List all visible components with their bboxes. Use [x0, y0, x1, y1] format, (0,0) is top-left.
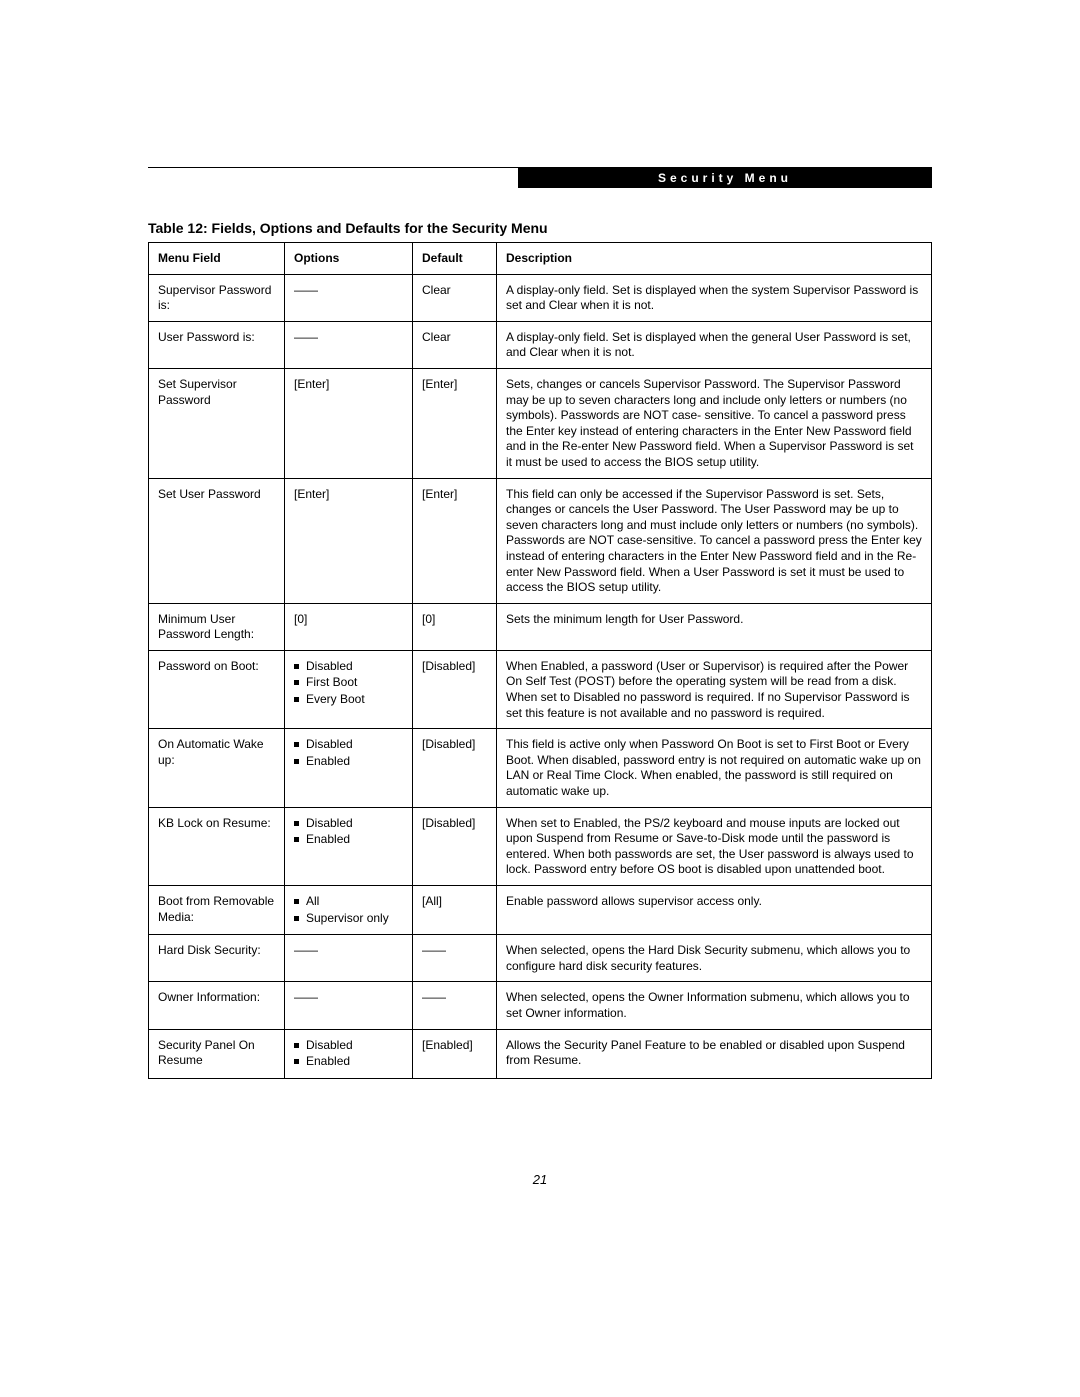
cell-options: [0] [285, 603, 413, 650]
table-row: Supervisor Password is: —— ClearA display-… [149, 274, 932, 321]
cell-default: —— [413, 935, 497, 982]
cell-options: DisabledEnabled [285, 1029, 413, 1078]
cell-description: A display-only field. Set is displayed w… [497, 274, 932, 321]
dash-icon: —— [294, 990, 318, 1004]
cell-default: [Disabled] [413, 807, 497, 885]
cell-description: When set to Enabled, the PS/2 keyboard a… [497, 807, 932, 885]
cell-options: DisabledEnabled [285, 807, 413, 885]
table-row: Minimum User Password Length:[0][0]Sets … [149, 603, 932, 650]
page-number: 21 [0, 1172, 1080, 1187]
cell-options: [Enter] [285, 478, 413, 603]
option-item: All [294, 894, 403, 910]
dash-icon: —— [294, 330, 318, 344]
cell-options: DisabledFirst BootEvery Boot [285, 650, 413, 728]
col-options: Options [285, 243, 413, 274]
option-item: Enabled [294, 754, 403, 770]
cell-description: Allows the Security Panel Feature to be … [497, 1029, 932, 1078]
section-header-bar: Security Menu [518, 168, 932, 188]
table-row: KB Lock on Resume: DisabledEnabled [Disabl… [149, 807, 932, 885]
cell-menu-field: Supervisor Password is: [149, 274, 285, 321]
cell-default: [Disabled] [413, 729, 497, 807]
cell-default: Clear [413, 321, 497, 368]
cell-description: Sets, changes or cancels Supervisor Pass… [497, 368, 932, 478]
dash-icon: —— [294, 283, 318, 297]
cell-menu-field: Password on Boot: [149, 650, 285, 728]
table-row: Boot from Removable Media: AllSupervisor … [149, 886, 932, 935]
option-item: Disabled [294, 737, 403, 753]
cell-default: [All] [413, 886, 497, 935]
table-body: Supervisor Password is: —— ClearA display-… [149, 274, 932, 1078]
cell-menu-field: Set Supervisor Password [149, 368, 285, 478]
cell-default: [Enter] [413, 478, 497, 603]
cell-description: When selected, opens the Hard Disk Secur… [497, 935, 932, 982]
cell-description: A display-only field. Set is displayed w… [497, 321, 932, 368]
table-caption: Table 12: Fields, Options and Defaults f… [148, 220, 932, 236]
options-list: DisabledEnabled [294, 737, 403, 769]
dash-icon: —— [294, 943, 318, 957]
col-menu-field: Menu Field [149, 243, 285, 274]
option-item: First Boot [294, 675, 403, 691]
cell-menu-field: On Automatic Wake up: [149, 729, 285, 807]
options-list: AllSupervisor only [294, 894, 403, 926]
cell-menu-field: Security Panel On Resume [149, 1029, 285, 1078]
cell-description: When Enabled, a password (User or Superv… [497, 650, 932, 728]
cell-description: Sets the minimum length for User Passwor… [497, 603, 932, 650]
option-item: Enabled [294, 832, 403, 848]
cell-options: —— [285, 274, 413, 321]
security-menu-table: Menu Field Options Default Description S… [148, 242, 932, 1079]
option-item: Supervisor only [294, 911, 403, 927]
col-description: Description [497, 243, 932, 274]
cell-menu-field: Hard Disk Security: [149, 935, 285, 982]
cell-description: This field can only be accessed if the S… [497, 478, 932, 603]
cell-menu-field: Set User Password [149, 478, 285, 603]
cell-menu-field: Boot from Removable Media: [149, 886, 285, 935]
option-item: Disabled [294, 1038, 403, 1054]
table-row: Security Panel On Resume DisabledEnabled [… [149, 1029, 932, 1078]
cell-menu-field: Owner Information: [149, 982, 285, 1029]
table-row: User Password is: —— ClearA display-only f… [149, 321, 932, 368]
table-row: Set Supervisor Password[Enter][Enter]Set… [149, 368, 932, 478]
cell-description: Enable password allows supervisor access… [497, 886, 932, 935]
cell-menu-field: KB Lock on Resume: [149, 807, 285, 885]
cell-options: —— [285, 321, 413, 368]
cell-default: [Disabled] [413, 650, 497, 728]
cell-options: AllSupervisor only [285, 886, 413, 935]
table-row: Password on Boot:DisabledFirst BootEvery… [149, 650, 932, 728]
cell-default: [0] [413, 603, 497, 650]
option-item: Enabled [294, 1054, 403, 1070]
cell-default: [Enter] [413, 368, 497, 478]
table-row: Set User Password[Enter][Enter]This fiel… [149, 478, 932, 603]
dash-icon: —— [422, 943, 446, 957]
table-row: Hard Disk Security: —— —— When selected, op… [149, 935, 932, 982]
options-list: DisabledEnabled [294, 1038, 403, 1070]
cell-options: —— [285, 982, 413, 1029]
cell-options: —— [285, 935, 413, 982]
cell-default: Clear [413, 274, 497, 321]
table-row: Owner Information: —— —— When selected, ope… [149, 982, 932, 1029]
option-item: Disabled [294, 816, 403, 832]
col-default: Default [413, 243, 497, 274]
option-item: Every Boot [294, 692, 403, 708]
document-page: Security Menu Table 12: Fields, Options … [0, 0, 1080, 1397]
options-list: DisabledFirst BootEvery Boot [294, 659, 403, 708]
table-row: On Automatic Wake up: DisabledEnabled [Dis… [149, 729, 932, 807]
cell-default: [Enabled] [413, 1029, 497, 1078]
cell-menu-field: User Password is: [149, 321, 285, 368]
cell-default: —— [413, 982, 497, 1029]
options-list: DisabledEnabled [294, 816, 403, 848]
section-header-label: Security Menu [658, 171, 792, 185]
option-item: Disabled [294, 659, 403, 675]
cell-options: [Enter] [285, 368, 413, 478]
cell-menu-field: Minimum User Password Length: [149, 603, 285, 650]
table-header-row: Menu Field Options Default Description [149, 243, 932, 274]
cell-options: DisabledEnabled [285, 729, 413, 807]
dash-icon: —— [422, 990, 446, 1004]
cell-description: This field is active only when Password … [497, 729, 932, 807]
cell-description: When selected, opens the Owner Informati… [497, 982, 932, 1029]
